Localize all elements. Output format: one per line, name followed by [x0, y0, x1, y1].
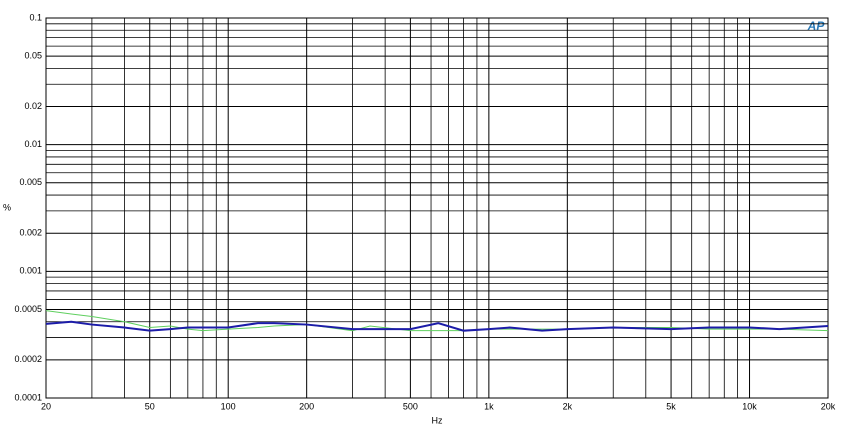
x-tick-label: 100	[221, 401, 236, 411]
y-tick-label: 0.005	[19, 177, 42, 187]
y-tick-label: 0.002	[19, 228, 42, 238]
x-axis-label: Hz	[432, 415, 443, 425]
y-axis-label: %	[3, 202, 11, 212]
x-tick-label: 20k	[821, 401, 836, 411]
data-line	[45, 320, 829, 332]
x-tick-label: 500	[403, 401, 418, 411]
x-tick-label: 200	[299, 401, 314, 411]
y-tick-label: 0.0002	[14, 354, 42, 364]
x-tick-label: 50	[145, 401, 155, 411]
x-tick-label: 20	[41, 401, 51, 411]
y-tick-label: 0.0001	[14, 392, 42, 402]
x-tick-label: 10k	[742, 401, 757, 411]
y-tick-label: 0.01	[24, 139, 42, 149]
logo: AP	[807, 19, 826, 33]
y-tick-label: 0.02	[24, 101, 42, 111]
y-tick-label: 0.05	[24, 51, 42, 61]
y-tick-label: 0.1	[29, 12, 42, 22]
y-tick-label: 0.001	[19, 266, 42, 276]
x-tick-label: 1k	[484, 401, 494, 411]
x-tick-label: 2k	[563, 401, 573, 411]
data-line	[45, 310, 829, 332]
x-tick-label: 5k	[666, 401, 676, 411]
y-tick-label: 0.0005	[14, 304, 42, 314]
plot-border	[45, 17, 829, 399]
